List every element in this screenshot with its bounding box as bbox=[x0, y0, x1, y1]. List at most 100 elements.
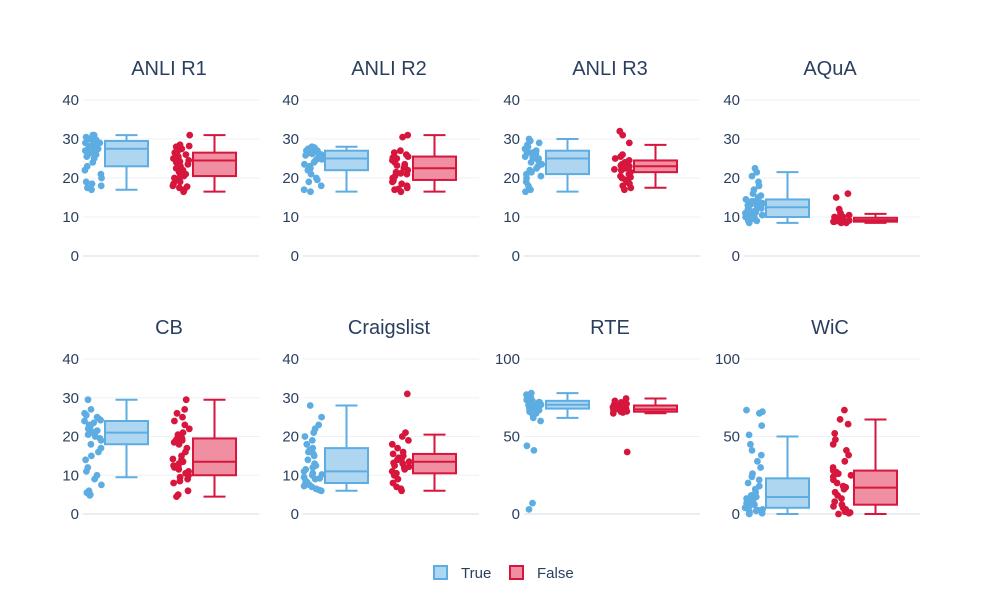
panel-anli-r1: ANLI R1 0 10 20 30 40 bbox=[62, 58, 259, 265]
box bbox=[545, 149, 590, 176]
box bbox=[765, 477, 810, 509]
y-tick-label: 40 bbox=[282, 92, 299, 109]
data-point bbox=[182, 151, 190, 159]
data-point bbox=[310, 429, 318, 436]
data-point bbox=[306, 402, 314, 409]
y-tick-label: 30 bbox=[62, 131, 79, 148]
data-point bbox=[170, 479, 178, 487]
data-point bbox=[757, 464, 764, 471]
data-point bbox=[533, 164, 540, 172]
data-point bbox=[841, 406, 848, 414]
data-point bbox=[834, 470, 842, 478]
box bbox=[324, 447, 369, 484]
data-point bbox=[748, 212, 756, 220]
data-point bbox=[398, 180, 406, 188]
data-point bbox=[317, 182, 325, 190]
data-point bbox=[621, 186, 628, 194]
data-point bbox=[300, 482, 308, 490]
data-point bbox=[308, 437, 316, 444]
y-tick-label: 20 bbox=[282, 170, 299, 187]
data-point bbox=[98, 174, 105, 182]
data-point bbox=[836, 218, 844, 226]
data-point bbox=[89, 159, 97, 166]
box bbox=[412, 452, 457, 475]
series-true bbox=[81, 396, 149, 499]
data-point bbox=[847, 471, 855, 479]
data-point bbox=[755, 476, 763, 484]
data-point bbox=[617, 162, 625, 169]
y-tick-label: 40 bbox=[62, 351, 79, 368]
data-point bbox=[97, 182, 105, 190]
data-point bbox=[748, 172, 756, 180]
legend-label: False bbox=[537, 565, 574, 582]
data-point bbox=[390, 459, 397, 467]
data-point bbox=[184, 487, 192, 495]
data-point bbox=[176, 173, 184, 181]
series-true bbox=[300, 143, 369, 196]
data-point bbox=[617, 153, 624, 161]
data-point bbox=[403, 184, 411, 192]
series-false bbox=[829, 406, 898, 518]
data-point bbox=[836, 416, 844, 423]
data-point bbox=[525, 401, 532, 409]
data-point bbox=[844, 190, 852, 198]
data-point bbox=[169, 182, 177, 190]
data-point bbox=[831, 217, 839, 225]
data-point bbox=[609, 409, 617, 417]
data-point bbox=[754, 506, 762, 514]
data-point bbox=[747, 440, 754, 448]
data-point bbox=[622, 395, 630, 402]
y-tick-label: 0 bbox=[732, 506, 740, 523]
data-point bbox=[627, 184, 635, 192]
data-point bbox=[744, 479, 752, 487]
y-tick-label: 0 bbox=[732, 248, 740, 265]
data-point bbox=[758, 211, 766, 219]
y-tick-label: 40 bbox=[503, 92, 520, 109]
panel-craigslist: Craigslist 0 10 20 30 40 bbox=[282, 317, 479, 523]
data-point bbox=[398, 433, 406, 440]
data-point bbox=[743, 406, 750, 414]
panel-anli-r3: ANLI R3 0 10 20 30 40 bbox=[503, 58, 700, 265]
y-tick-label: 10 bbox=[62, 467, 79, 484]
data-point bbox=[397, 169, 405, 177]
y-tick-label: 30 bbox=[282, 390, 299, 407]
data-point bbox=[309, 464, 317, 471]
data-point bbox=[82, 411, 90, 419]
data-point bbox=[405, 437, 412, 444]
legend-item-true[interactable]: True bbox=[433, 565, 491, 582]
data-point bbox=[81, 417, 88, 425]
data-point bbox=[95, 448, 102, 456]
y-tick-label: 50 bbox=[503, 429, 520, 446]
data-point bbox=[529, 154, 537, 162]
data-point bbox=[523, 442, 531, 450]
legend-item-false[interactable]: False bbox=[509, 565, 574, 582]
data-point bbox=[388, 440, 396, 448]
y-tick-label: 20 bbox=[503, 170, 520, 187]
box bbox=[324, 149, 369, 172]
data-point bbox=[611, 166, 618, 173]
data-point bbox=[753, 217, 761, 225]
data-point bbox=[97, 437, 105, 444]
data-point bbox=[389, 450, 397, 458]
panel-rte: RTE 0 50 100 bbox=[495, 317, 700, 523]
data-point bbox=[745, 219, 753, 227]
y-tick-label: 0 bbox=[512, 506, 520, 523]
data-point bbox=[88, 186, 95, 194]
y-tick-label: 20 bbox=[723, 170, 740, 187]
data-point bbox=[303, 440, 311, 448]
data-point bbox=[395, 185, 402, 193]
data-point bbox=[403, 390, 411, 398]
data-point bbox=[757, 205, 765, 212]
data-point bbox=[522, 188, 529, 196]
y-tick-label: 30 bbox=[723, 131, 740, 148]
data-point bbox=[398, 487, 405, 495]
data-point bbox=[169, 455, 177, 463]
data-point bbox=[185, 142, 193, 150]
data-point bbox=[833, 479, 841, 487]
series-false bbox=[169, 131, 237, 196]
data-point bbox=[176, 158, 184, 166]
data-point bbox=[91, 475, 98, 483]
panel-title: CB bbox=[155, 317, 183, 339]
data-point bbox=[399, 133, 406, 141]
